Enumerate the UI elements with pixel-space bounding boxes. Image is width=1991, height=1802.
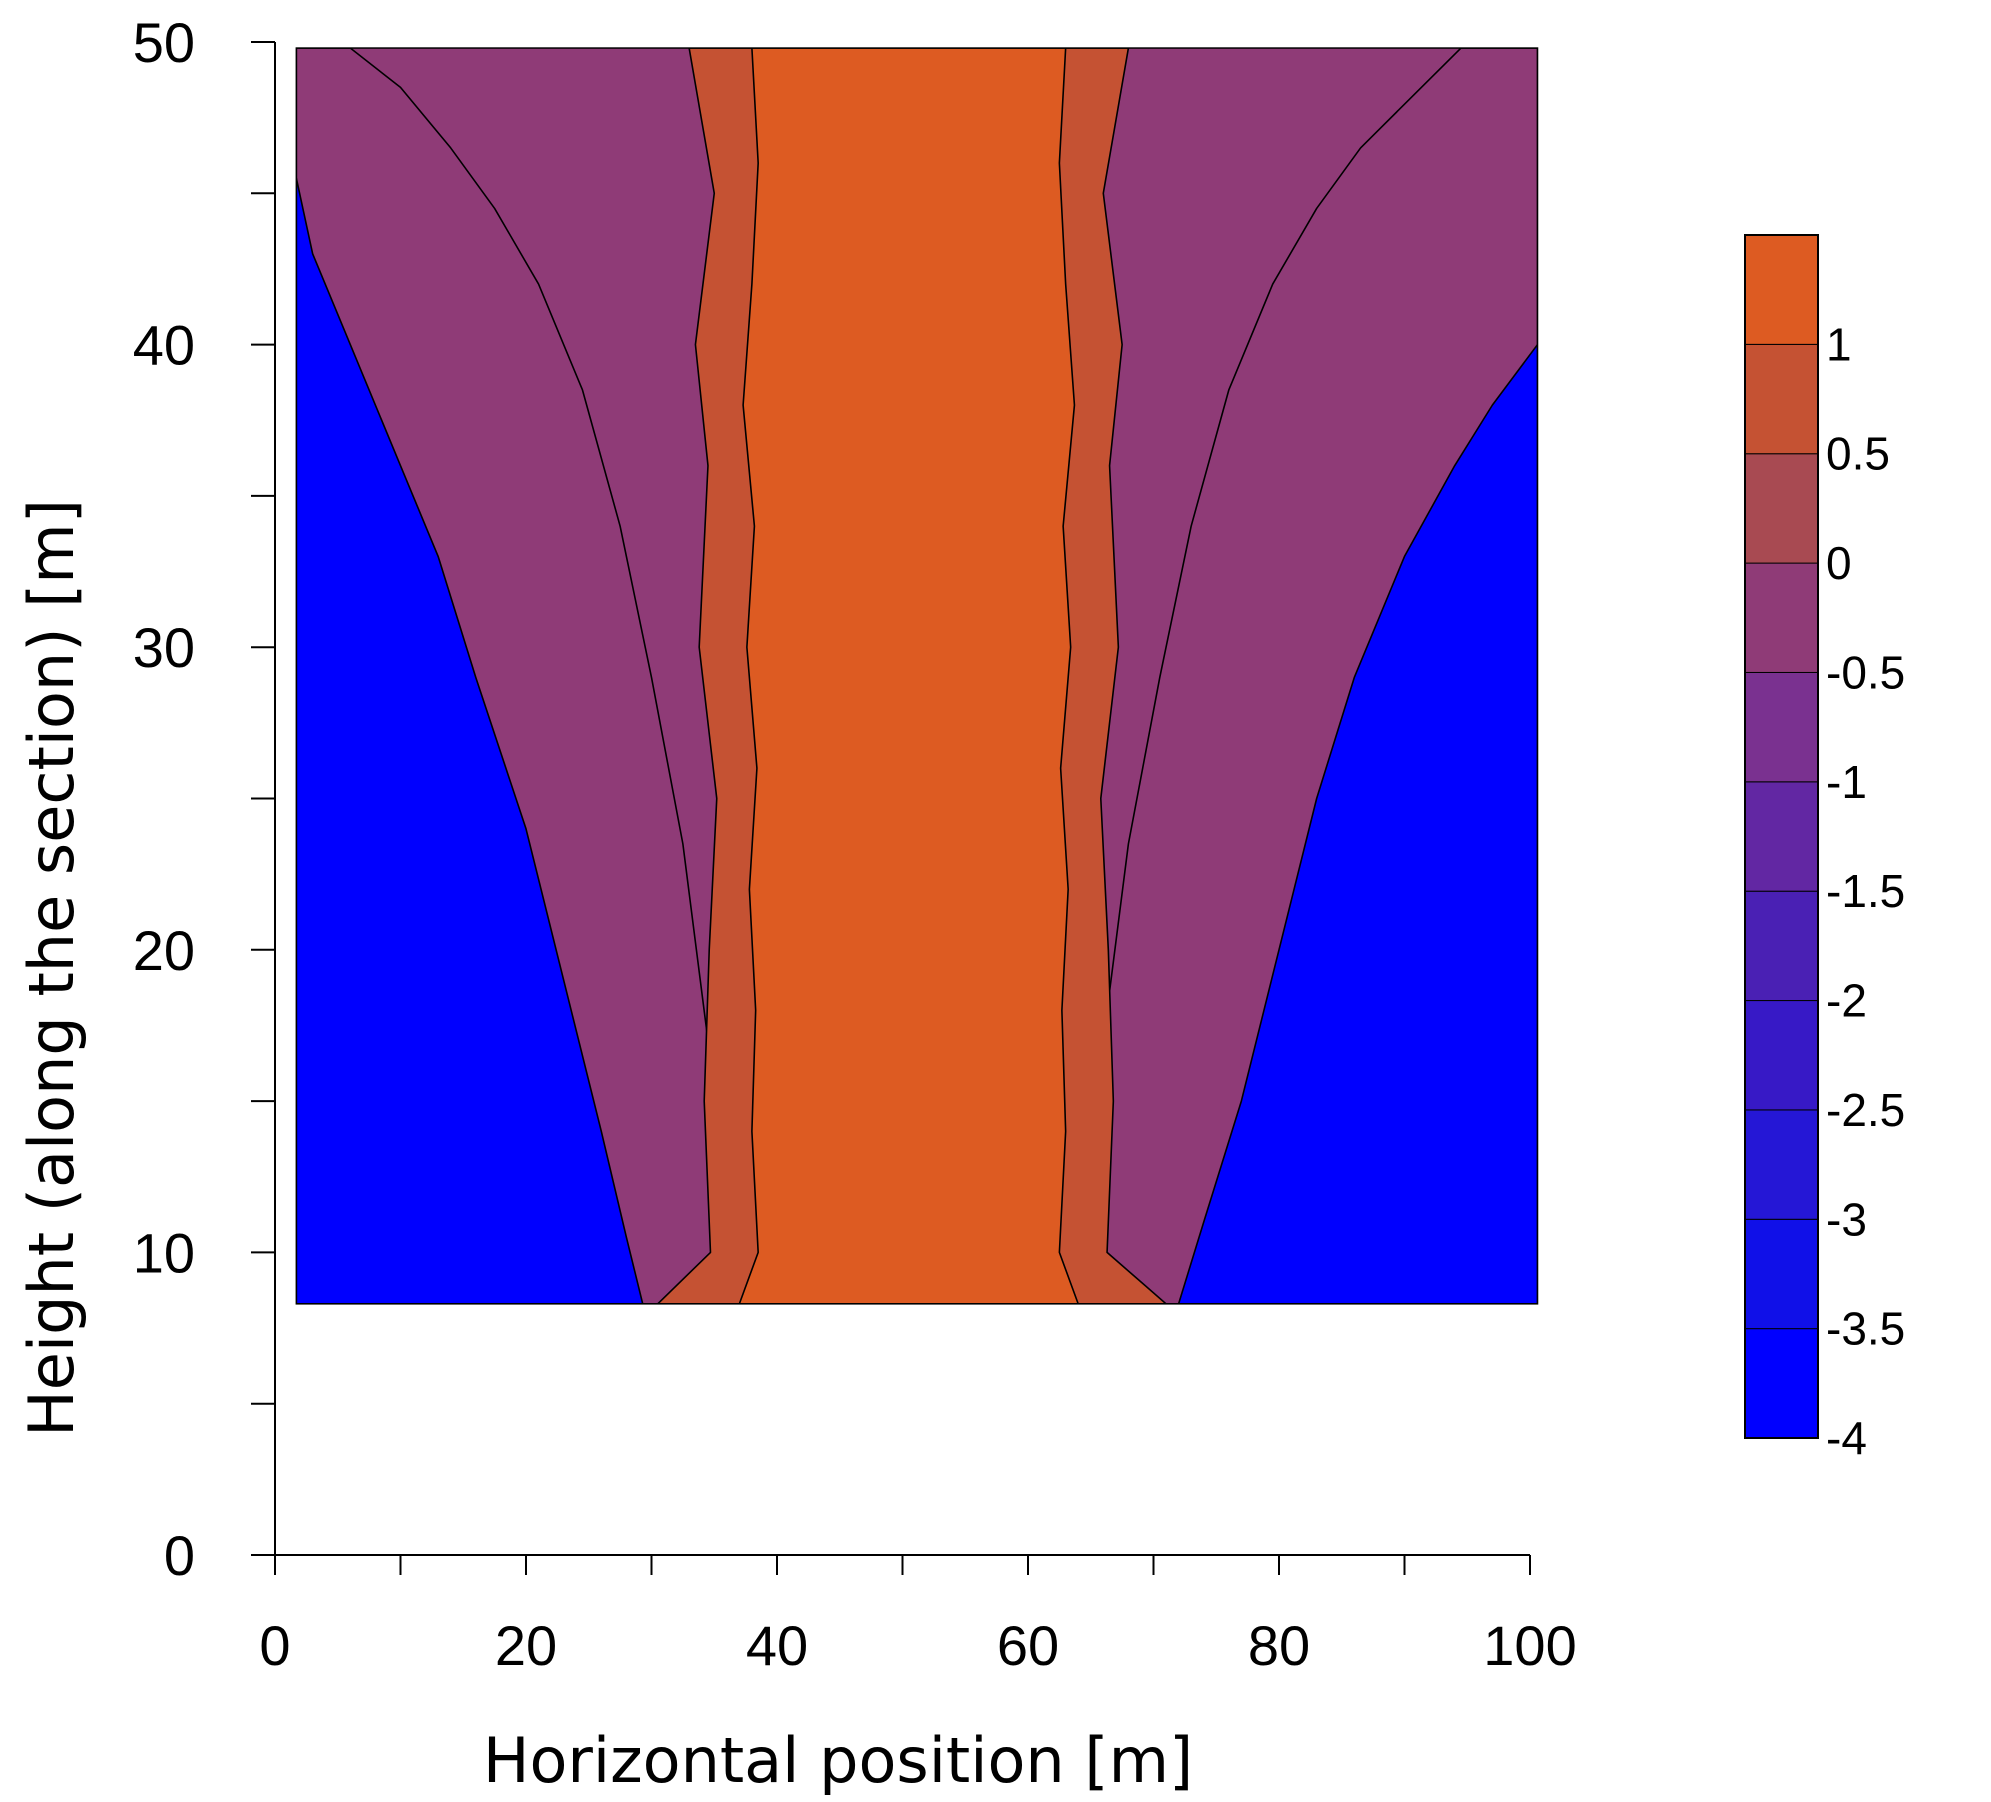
colorbar-band xyxy=(1744,1218,1819,1330)
colorbar-label: -4 xyxy=(1826,1412,1867,1464)
colorbar-band xyxy=(1744,1000,1819,1111)
colorbar-label: -2.5 xyxy=(1826,1084,1905,1136)
colorbar-band xyxy=(1744,671,1819,783)
x-tick-label: 100 xyxy=(1483,1614,1576,1677)
colorbar-border xyxy=(1744,234,1819,1439)
axes: 0 20 40 60 80 100 0 10 20 30 40 50 xyxy=(133,11,1577,1677)
colorbar-band xyxy=(1744,343,1819,455)
y-tick-label: 50 xyxy=(133,11,195,74)
plot-frame xyxy=(295,47,1539,1305)
y-tick-label: 0 xyxy=(164,1524,195,1587)
colorbar-band xyxy=(1744,1109,1819,1220)
colorbar-band xyxy=(1744,890,1819,1002)
y-tick-label: 20 xyxy=(133,919,195,982)
colorbar-label: -0.5 xyxy=(1826,646,1905,698)
x-axis-title: Horizontal position [m] xyxy=(483,1724,1193,1797)
colorbar-label: -2 xyxy=(1826,975,1867,1027)
colorbar-band xyxy=(1744,1328,1819,1439)
y-tick-label: 10 xyxy=(133,1221,195,1284)
y-axis-title: Height (along the section) [m] xyxy=(15,499,88,1437)
colorbar-label: -1 xyxy=(1826,756,1867,808)
x-axis-ticks: 0 20 40 60 80 100 xyxy=(259,1555,1577,1677)
colorbar: -4 -3.5 -3 -2.5 -2 -1.5 -1 -0.5 0 0.5 1 xyxy=(1744,234,1905,1464)
contour-band--4 xyxy=(296,177,1538,1304)
colorbar-label: 0 xyxy=(1826,537,1852,589)
contour-band-0_5 xyxy=(738,48,1079,1304)
y-axis-ticks: 0 10 20 30 40 50 xyxy=(133,11,275,1587)
x-tick-label: 80 xyxy=(1248,1614,1310,1677)
contour-regions xyxy=(296,48,1538,1304)
x-tick-label: 20 xyxy=(495,1614,557,1677)
colorbar-label: -3.5 xyxy=(1826,1303,1905,1355)
y-tick-label: 40 xyxy=(133,314,195,377)
colorbar-band xyxy=(1744,781,1819,892)
colorbar-band xyxy=(1744,234,1819,345)
colorbar-label: -1.5 xyxy=(1826,865,1905,917)
contour-band--0_5 xyxy=(296,48,1538,1304)
colorbar-band xyxy=(1744,562,1819,673)
colorbar-label: 0.5 xyxy=(1826,428,1890,480)
colorbar-band xyxy=(1744,453,1819,564)
x-tick-label: 60 xyxy=(997,1614,1059,1677)
x-tick-label: 40 xyxy=(746,1614,808,1677)
y-tick-label: 30 xyxy=(133,616,195,679)
colorbar-label: -3 xyxy=(1826,1193,1867,1245)
colorbar-label: 1 xyxy=(1826,318,1852,370)
x-tick-label: 0 xyxy=(259,1614,290,1677)
